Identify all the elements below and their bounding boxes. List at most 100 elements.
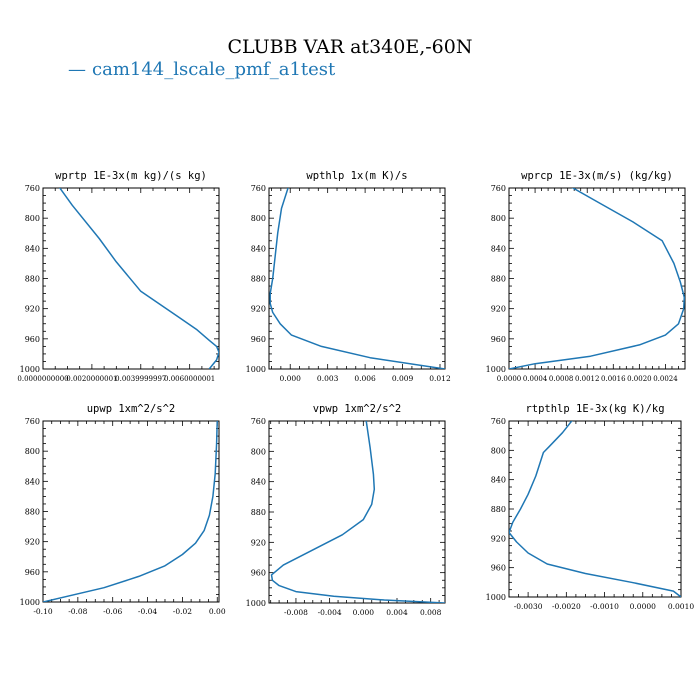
y-tick-label: 960 [251,569,266,578]
panel-title: rtpthlp 1E-3x(kg K)/kg [525,403,664,415]
y-tick-label: 760 [25,417,40,426]
x-tick-label: 0.012 [429,374,451,383]
x-tick-label: -0.08 [68,607,87,616]
x-tick-label: 0.0020 [627,375,652,383]
plot-frame [268,187,446,370]
y-tick-label: 1000 [20,598,40,607]
plot-frame [42,420,220,603]
y-tick-label: 920 [25,305,40,314]
series-line [509,421,681,597]
series-line [43,421,218,602]
x-tick-label: -0.04 [138,607,157,616]
y-tick-label: 840 [251,478,266,487]
y-tick-label: 880 [251,508,266,517]
x-tick-label: 0.004 [386,608,408,617]
x-tick-label: 0.0012 [575,375,600,383]
x-tick-label: -0.10 [33,607,52,616]
y-tick-label: 800 [491,446,506,455]
x-tick-label: -0.06 [103,607,122,616]
y-tick-label: 760 [251,184,266,193]
x-tick-label: 0.0020000001 [66,375,117,383]
y-tick-label: 960 [491,564,506,573]
x-tick-label: 0.0000000000 [17,375,68,383]
y-tick-label: 800 [251,447,266,456]
y-tick-label: 760 [25,184,40,193]
panel-4: upwp 1xm^2/s^2 760 800 840 880 920 960 1000-0.1… [20,403,226,616]
x-tick-label: 0.0060000001 [164,375,215,383]
x-tick-label: -0.02 [173,607,192,616]
panel-title: upwp 1xm^2/s^2 [87,403,176,415]
y-tick-label: 920 [491,534,506,543]
x-tick-label: 0.00 [209,607,226,616]
y-tick-label: 960 [251,335,266,344]
series-line [269,188,445,369]
x-tick-label: -0.0010 [590,602,619,611]
y-tick-label: 800 [25,447,40,456]
x-tick-label: 0.0016 [601,375,626,383]
y-tick-label: 840 [491,476,506,485]
x-tick-label: 0.000 [279,374,301,383]
panel-5: vpwp 1xm^2/s^2 760 800 840 880 920 960 1000 -0.0… [246,403,446,617]
panel-6: rtpthlp 1E-3x(kg K)/kg 760 800 840 880 920 960… [486,403,695,611]
y-tick-label: 760 [491,184,506,193]
series-line [509,188,685,369]
x-tick-label: 0.003 [317,374,339,383]
x-tick-label: 0.0024 [653,375,678,383]
legend-label: cam144_lscale_pmf_a1test [92,59,336,80]
y-tick-label: 880 [251,275,266,284]
panel-1: wprtp 1E-3x(m kg)/(s kg) 760 800 840 880 920 9… [17,170,220,383]
y-tick-label: 1000 [246,365,266,374]
x-tick-label: 0.0004 [523,375,548,383]
y-tick-label: 920 [491,305,506,314]
panel-title: wprtp 1E-3x(m kg)/(s kg) [55,170,207,182]
y-tick-label: 800 [491,214,506,223]
y-tick-label: 880 [491,275,506,284]
y-tick-label: 760 [491,417,506,426]
x-tick-label: -0.008 [284,608,308,617]
y-tick-label: 840 [491,244,506,253]
x-tick-label: 0.0039999997 [115,375,166,383]
y-tick-label: 880 [491,505,506,514]
x-tick-label: 0.0000 [630,602,656,611]
series-line [58,188,219,369]
x-tick-label: -0.004 [318,608,342,617]
y-tick-label: 960 [25,335,40,344]
x-tick-label: 0.006 [354,374,376,383]
panel-title: vpwp 1xm^2/s^2 [313,403,402,415]
y-tick-label: 1000 [246,599,266,608]
figure-title: CLUBB VAR at340E,-60N [227,36,473,58]
plot-frame [268,420,446,604]
legend-line-marker: — [68,59,86,80]
x-tick-label: 0.008 [420,608,442,617]
x-tick-label: 0.000 [353,608,375,617]
panel-title: wpthlp 1x(m K)/s [306,170,407,182]
y-tick-label: 840 [25,477,40,486]
y-tick-label: 1000 [486,365,506,374]
plot-frame [508,187,686,370]
y-tick-label: 840 [25,244,40,253]
panel-title: wprcp 1E-3x(m/s) (kg/kg) [521,170,673,182]
y-tick-label: 800 [25,214,40,223]
y-tick-label: 800 [251,214,266,223]
y-tick-label: 840 [251,244,266,253]
panel-3: wprcp 1E-3x(m/s) (kg/kg) 760 800 840 880 920 9… [486,170,686,383]
x-tick-label: -0.0030 [514,602,543,611]
x-tick-label: -0.0020 [552,602,581,611]
y-tick-label: 920 [251,305,266,314]
series-line [270,421,445,603]
x-tick-label: 0.0000 [497,375,522,383]
x-tick-label: 0.0008 [549,375,574,383]
y-tick-label: 920 [25,538,40,547]
y-tick-label: 1000 [486,593,506,602]
plot-frame [508,420,682,598]
y-tick-label: 960 [491,335,506,344]
legend: — cam144_lscale_pmf_a1test [68,59,335,80]
y-tick-label: 760 [251,417,266,426]
x-tick-label: 0.009 [392,374,414,383]
x-tick-label: 0.0010 [668,602,694,611]
y-tick-label: 880 [25,508,40,517]
y-tick-label: 920 [251,538,266,547]
y-tick-label: 1000 [20,365,40,374]
